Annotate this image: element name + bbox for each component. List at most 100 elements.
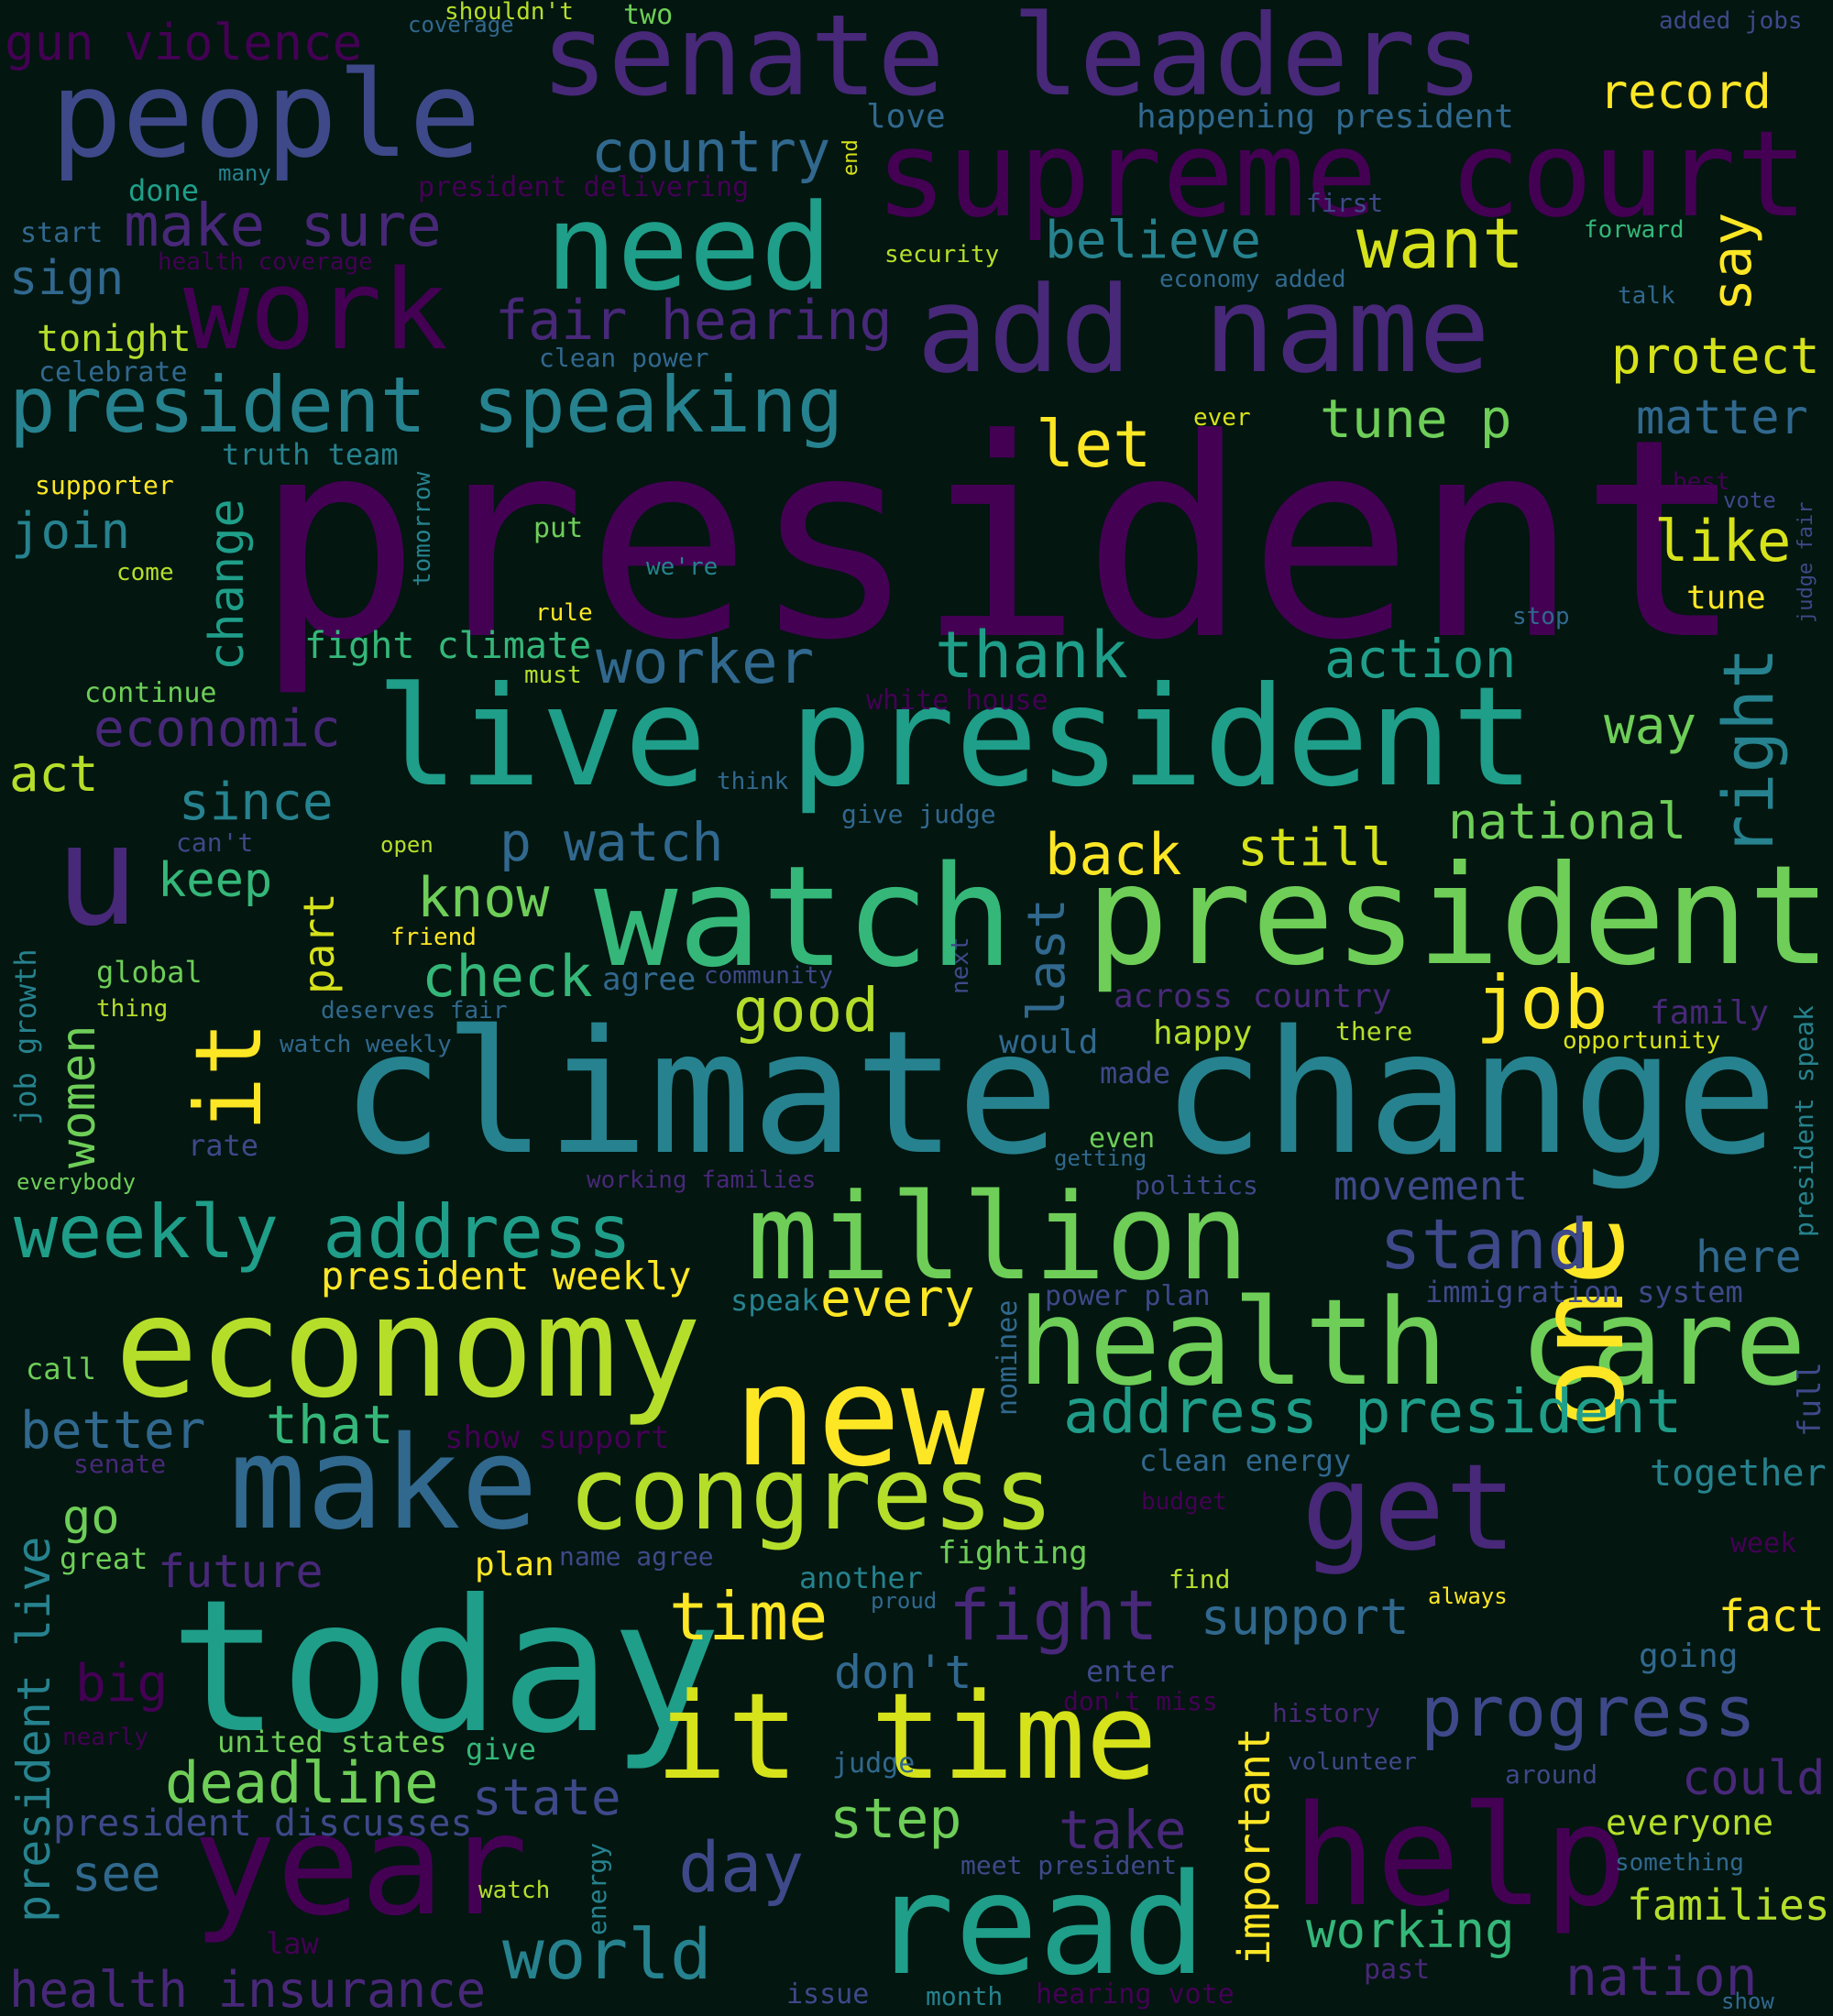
word-check: check (422, 943, 593, 1010)
word-talk: talk (1618, 282, 1675, 310)
word-speak: speak (730, 1283, 819, 1318)
word-better: better (20, 1401, 206, 1461)
word-fighting: fighting (938, 1535, 1088, 1572)
word-economic: economic (93, 699, 341, 759)
word-another: another (799, 1561, 923, 1595)
word-happening-president: happening president (1136, 98, 1514, 136)
word-president-speaking: president speaking (9, 360, 844, 450)
word-volunteer: volunteer (1288, 1748, 1417, 1776)
word-rule: rule (535, 599, 593, 627)
word-protect: protect (1611, 327, 1820, 385)
word-president-discusses: president discusses (53, 1802, 473, 1845)
word-state: state (472, 1769, 621, 1826)
word-add-name: add name (916, 260, 1491, 400)
word-matter: matter (1636, 390, 1808, 445)
word-want: want (1356, 203, 1525, 284)
word-tune-p: tune p (1320, 388, 1512, 450)
word-put: put (533, 512, 584, 544)
word-sign: sign (9, 251, 125, 306)
word-step: step (829, 1787, 962, 1851)
word-happy: happy (1153, 1014, 1253, 1052)
word-tomorrow: tomorrow (409, 471, 436, 586)
word-even: even (1089, 1123, 1156, 1155)
word-join: join (11, 502, 131, 560)
word-ever: ever (1193, 404, 1251, 432)
word-enter: enter (1086, 1654, 1175, 1689)
word-many: many (218, 160, 271, 186)
word-deadline: deadline (165, 1749, 439, 1816)
word-made: made (1100, 1056, 1171, 1090)
word-would: would (999, 1024, 1099, 1061)
word-job: job (1476, 960, 1608, 1046)
word-every: every (820, 1269, 975, 1329)
word-day: day (678, 1826, 805, 1908)
word-president-main: president (255, 380, 1745, 700)
word-there: there (1335, 1016, 1413, 1046)
word-find: find (1169, 1564, 1231, 1594)
word-live-president: live president (376, 658, 1535, 817)
word-agree: agree (602, 961, 697, 998)
word-like: like (1654, 508, 1792, 575)
word-supporter: supporter (35, 470, 174, 500)
word-could: could (1682, 1751, 1826, 1806)
word-change: change (200, 499, 255, 671)
word-new: new (733, 1335, 985, 1497)
word-tonight: tonight (37, 318, 192, 360)
word-week: week (1730, 1528, 1797, 1560)
word-stand: stand (1379, 1203, 1589, 1285)
word-clean-power: clean power (539, 343, 709, 373)
word-think: think (717, 768, 789, 795)
word-big: big (75, 1654, 169, 1714)
word-weekly-address: weekly address (14, 1189, 632, 1275)
word-health-coverage: health coverage (158, 248, 373, 276)
word-done: done (128, 173, 200, 208)
word-everyone: everyone (1606, 1802, 1774, 1843)
word-power-plan: power plan (1045, 1280, 1211, 1312)
word-best: best (1673, 468, 1730, 496)
word-fair-hearing: fair hearing (495, 289, 893, 353)
word-issue: issue (786, 1978, 870, 2011)
word-judge-fair: judge fair (1795, 501, 1817, 623)
word-it: it (175, 1021, 282, 1132)
word-celebrate: celebrate (38, 356, 188, 389)
word-immigration-system: immigration system (1425, 1275, 1743, 1309)
word-president-2: president (1086, 837, 1831, 996)
word-together: together (1650, 1452, 1827, 1495)
word-action: action (1324, 628, 1517, 690)
word-year: year (192, 1784, 529, 1946)
word-open: open (380, 832, 434, 858)
word-give: give (466, 1732, 537, 1767)
word-past: past (1364, 1954, 1431, 1986)
word-act: act (9, 745, 99, 803)
word-great: great (60, 1541, 148, 1576)
word-gun-violence: gun violence (5, 14, 363, 71)
word-that: that (266, 1394, 394, 1456)
word-proud: proud (871, 1588, 938, 1614)
word-work: work (183, 247, 448, 375)
word-continue: continue (84, 677, 217, 709)
word-fight: fight (949, 1574, 1158, 1656)
word-working-families: working families (587, 1167, 817, 1194)
word-month: month (926, 1981, 1004, 2011)
word-come: come (116, 559, 174, 586)
word-name-agree: name agree (559, 1541, 714, 1572)
word-opportunity: opportunity (1563, 1027, 1721, 1055)
word-united-states: united states (217, 1725, 447, 1759)
word-economy: economy (115, 1266, 702, 1429)
word-worker: worker (596, 627, 815, 697)
word-part: part (294, 893, 344, 994)
word-dont: don't (834, 1646, 972, 1699)
word-future: future (158, 1545, 324, 1598)
word-thank: thank (935, 618, 1128, 693)
word-back: back (1045, 821, 1182, 888)
word-it-time: it time (655, 1667, 1158, 1806)
word-call: call (26, 1352, 97, 1386)
word-women: women (51, 1024, 106, 1168)
word-today: today (170, 1561, 722, 1774)
word-movement: movement (1334, 1163, 1528, 1210)
word-believe: believe (1045, 211, 1262, 270)
word-health-insurance: health insurance (9, 1961, 487, 2016)
word-important: important (1229, 1726, 1280, 1966)
word-national: national (1448, 793, 1687, 850)
